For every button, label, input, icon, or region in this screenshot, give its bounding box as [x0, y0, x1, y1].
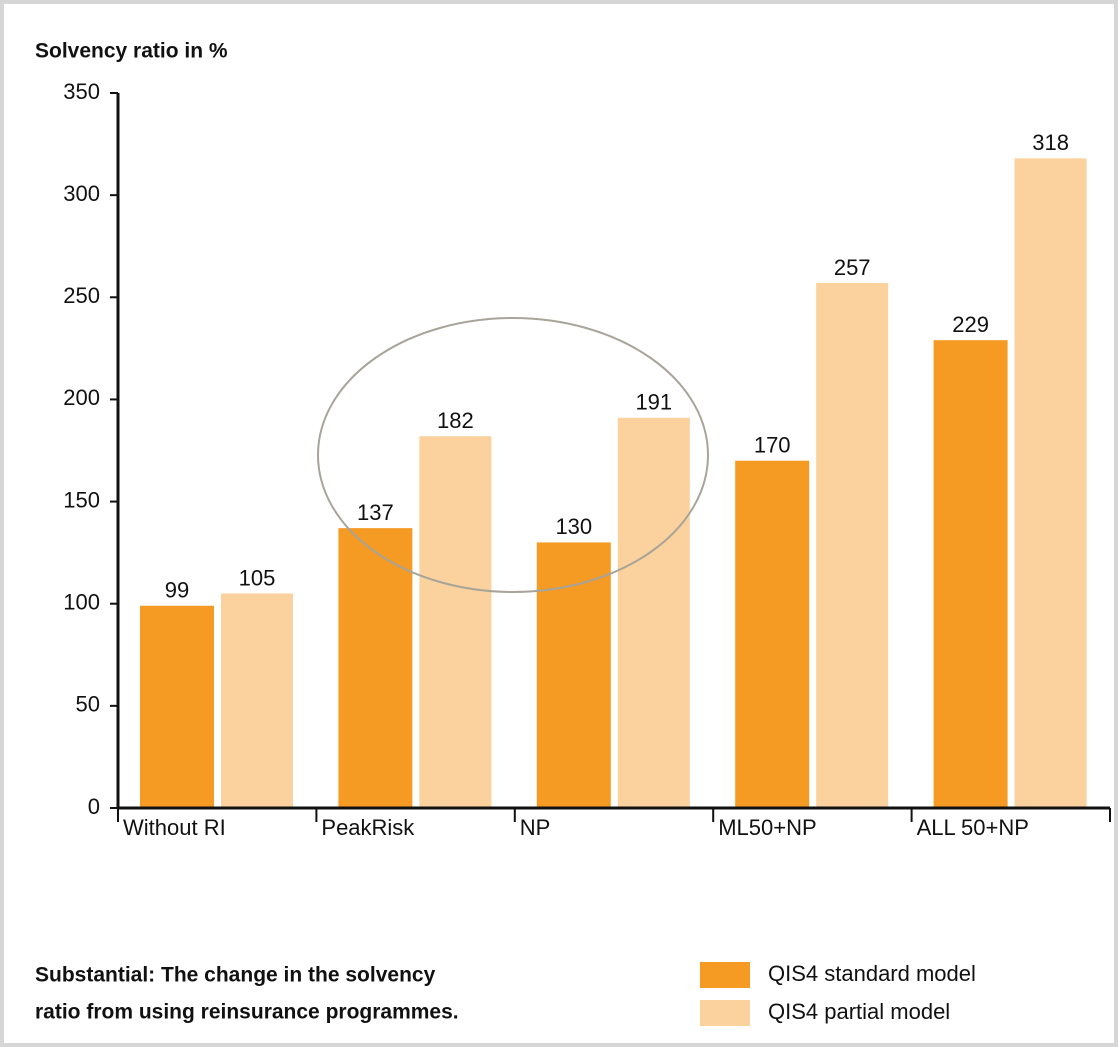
legend-swatch [700, 1000, 750, 1026]
value-label: 137 [357, 500, 394, 525]
y-tick-label: 0 [88, 794, 100, 819]
caption: Substantial: The change in the solvency [35, 964, 436, 987]
bar [735, 460, 810, 808]
bar [1014, 158, 1087, 808]
bar [617, 417, 690, 808]
legend-label: QIS4 standard model [768, 961, 976, 986]
bar [221, 593, 293, 808]
x-tick-label: ML50+NP [718, 815, 816, 840]
x-tick-label: Without RI [123, 815, 226, 840]
value-label: 318 [1032, 130, 1069, 155]
bar [419, 436, 492, 808]
value-label: 105 [239, 565, 276, 590]
y-tick-label: 350 [63, 79, 100, 104]
x-tick-label: NP [520, 815, 551, 840]
legend-label: QIS4 partial model [768, 999, 950, 1024]
value-label: 257 [834, 255, 871, 280]
value-label: 170 [754, 433, 791, 458]
y-tick-label: 200 [63, 385, 100, 410]
bar [933, 340, 1008, 808]
value-label: 99 [165, 578, 189, 603]
bar [338, 528, 413, 808]
bar [816, 282, 889, 808]
panel [4, 4, 1114, 1043]
y-tick-label: 150 [63, 487, 100, 512]
bar [140, 605, 214, 808]
chart-title: Solvency ratio in % [35, 40, 228, 63]
legend-swatch [700, 962, 750, 988]
x-tick-label: PeakRisk [321, 815, 415, 840]
y-tick-label: 250 [63, 283, 100, 308]
bar [536, 542, 611, 808]
value-label: 229 [952, 312, 989, 337]
caption: ratio from using reinsurance programmes. [35, 1001, 459, 1024]
highlight-ellipse [317, 317, 709, 593]
value-label: 182 [437, 408, 474, 433]
y-tick-label: 100 [63, 590, 100, 615]
value-label: 130 [555, 514, 592, 539]
x-tick-label: ALL 50+NP [917, 815, 1029, 840]
y-tick-label: 300 [63, 181, 100, 206]
value-label: 191 [635, 390, 672, 415]
y-tick-label: 50 [76, 692, 100, 717]
